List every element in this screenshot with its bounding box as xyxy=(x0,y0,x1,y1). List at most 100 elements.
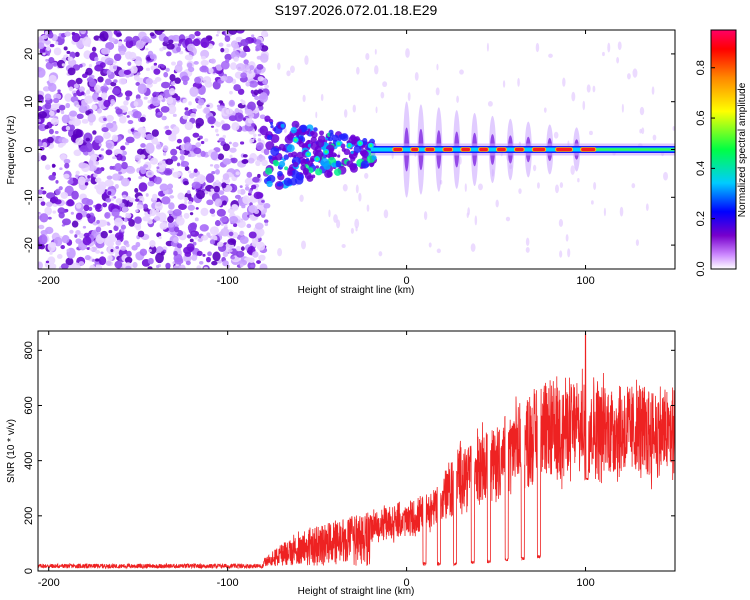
noise-blob xyxy=(235,245,242,252)
noise-blob xyxy=(125,136,135,144)
noise-blob xyxy=(188,101,192,106)
noise-blob xyxy=(75,137,84,146)
noise-blob xyxy=(110,249,114,253)
noise-blob xyxy=(79,86,85,93)
noise-blob xyxy=(110,98,115,104)
noise-blob xyxy=(87,175,91,179)
noise-blob xyxy=(126,250,132,258)
noise-blob xyxy=(195,98,199,102)
noise-blob xyxy=(117,40,123,46)
transition-blob xyxy=(265,167,273,175)
noise-blob xyxy=(194,217,199,222)
noise-blob xyxy=(156,166,160,170)
noise-blob xyxy=(228,30,238,35)
transition-blob xyxy=(287,152,294,158)
noise-blob xyxy=(165,262,171,269)
noise-blob xyxy=(82,36,92,47)
transition-blob xyxy=(302,158,307,164)
noise-blob xyxy=(120,245,127,251)
noise-blob xyxy=(135,82,140,86)
transition-blob xyxy=(286,133,295,141)
transition-blob xyxy=(295,132,300,136)
noise-blob xyxy=(184,110,192,117)
faint-speckle xyxy=(459,69,464,75)
noise-blob xyxy=(244,108,253,116)
noise-blob xyxy=(152,91,158,96)
faint-speckle xyxy=(532,164,537,172)
noise-blob xyxy=(200,55,207,60)
faint-speckle xyxy=(663,171,668,181)
noise-blob xyxy=(89,247,93,251)
noise-blob xyxy=(234,112,244,122)
noise-blob xyxy=(120,224,127,230)
colorbar-ticks: 0.0 0.2 0.4 0.6 0.8 xyxy=(695,60,715,277)
noise-blob xyxy=(239,263,244,268)
noise-blob xyxy=(167,210,174,215)
carrier-onset-dot-core xyxy=(294,138,298,142)
noise-blob xyxy=(159,183,169,192)
spectrogram-x-label: Height of straight line (km) xyxy=(298,285,415,296)
noise-blob xyxy=(200,150,206,158)
noise-blob xyxy=(184,54,194,61)
transition-blob xyxy=(278,160,286,168)
noise-blob xyxy=(220,47,225,53)
noise-blob xyxy=(47,242,56,252)
faint-speckle xyxy=(495,199,499,208)
spec-xtick-label: 100 xyxy=(576,275,594,287)
noise-blob xyxy=(244,186,250,191)
snr-xtick-label: 100 xyxy=(576,577,594,589)
noise-blob xyxy=(168,222,175,228)
noise-blob xyxy=(78,162,87,169)
noise-blob xyxy=(170,148,178,156)
noise-blob xyxy=(216,133,220,137)
noise-blob xyxy=(75,174,79,178)
noise-blob xyxy=(232,141,239,148)
noise-blob xyxy=(125,265,132,269)
noise-blob xyxy=(167,104,177,115)
noise-blob xyxy=(248,204,258,214)
noise-blob xyxy=(132,110,142,119)
noise-blob xyxy=(159,221,168,230)
noise-blob xyxy=(137,83,147,95)
noise-blob xyxy=(126,115,130,118)
noise-blob xyxy=(251,123,256,127)
noise-blob xyxy=(44,93,52,101)
faint-speckle xyxy=(380,91,385,99)
noise-blob xyxy=(56,254,63,259)
noise-blob xyxy=(38,261,43,269)
noise-blob xyxy=(112,156,117,160)
noise-blob xyxy=(143,203,148,210)
noise-blob xyxy=(42,142,48,148)
noise-blob xyxy=(127,61,132,66)
faint-speckle xyxy=(543,107,547,113)
transition-blob xyxy=(291,120,300,129)
noise-blob xyxy=(246,171,253,178)
faint-speckle xyxy=(505,216,511,222)
noise-blob xyxy=(114,163,122,172)
faint-speckle xyxy=(320,93,324,102)
noise-blob xyxy=(256,241,266,251)
noise-blob xyxy=(103,99,111,108)
noise-blob xyxy=(195,207,199,210)
figure-title: S197.2026.072.01.18.E29 xyxy=(275,2,438,18)
noise-blob xyxy=(125,36,133,42)
noise-blob xyxy=(245,81,251,87)
transition-blob xyxy=(331,162,337,168)
transition-blob xyxy=(272,159,279,166)
spectrogram-heatmap xyxy=(38,30,675,269)
noise-blob xyxy=(206,104,210,108)
noise-blob xyxy=(149,208,157,217)
noise-blob xyxy=(39,213,49,223)
noise-blob xyxy=(260,45,269,52)
noise-blob xyxy=(154,77,162,82)
noise-blob xyxy=(44,206,52,216)
noise-blob xyxy=(139,248,148,256)
carrier-segment xyxy=(479,147,488,152)
faint-speckle xyxy=(645,203,649,211)
faint-speckle xyxy=(374,65,379,75)
noise-blob xyxy=(162,145,169,152)
noise-blob xyxy=(184,107,189,111)
noise-blob xyxy=(60,191,69,199)
noise-blob xyxy=(114,88,119,93)
carrier-onset-dot-core xyxy=(337,142,341,146)
